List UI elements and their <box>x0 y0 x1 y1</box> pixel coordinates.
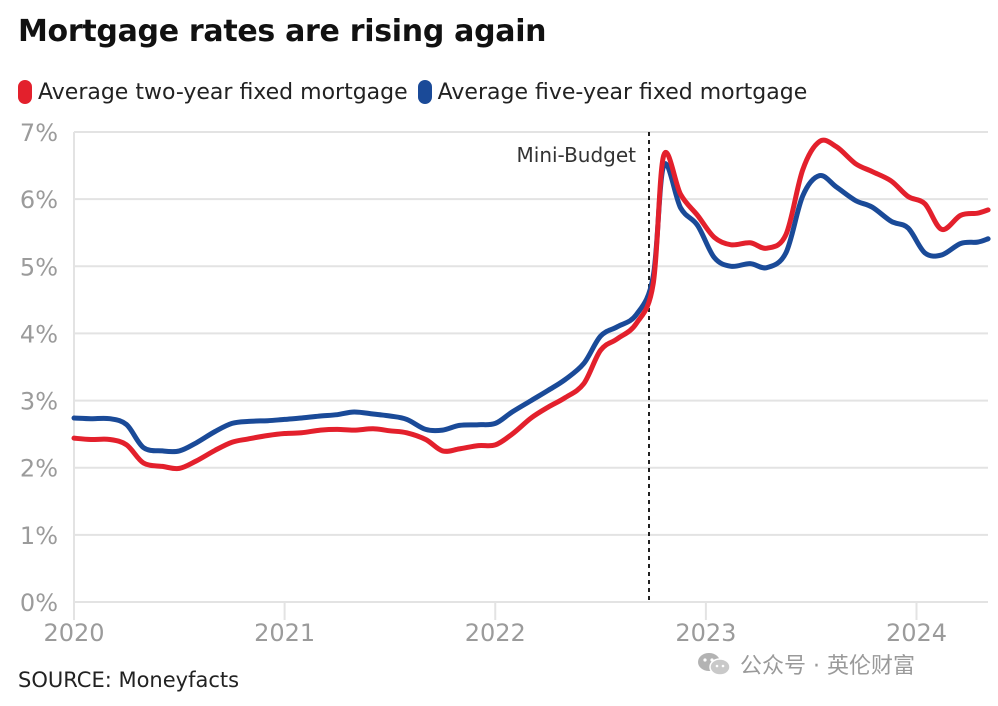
y-tick-label: 1% <box>20 522 58 550</box>
x-tick-label: 2022 <box>465 619 526 647</box>
watermark-text: 公众号 · 英伦财富 <box>740 654 915 679</box>
x-tick-label: 2024 <box>886 619 947 647</box>
y-tick-label: 5% <box>20 253 58 281</box>
chart-title: Mortgage rates are rising again <box>18 14 547 49</box>
legend-swatch-five-year <box>417 80 432 104</box>
legend-swatch-two-year <box>18 80 32 104</box>
y-tick-label: 4% <box>20 320 58 348</box>
series-line-two-year <box>71 137 991 472</box>
y-tick-label: 6% <box>20 186 58 214</box>
x-tick-label: 2023 <box>675 619 736 647</box>
series-line-five-year <box>71 161 991 455</box>
legend: Average two-year fixed mortgage Average … <box>18 75 817 109</box>
y-tick-label: 3% <box>20 388 58 416</box>
x-tick-label: 2020 <box>43 619 104 647</box>
legend-label-five-year: Average five-year fixed mortgage <box>437 79 808 105</box>
y-tick-label: 2% <box>20 455 58 483</box>
mini-budget-label: Mini-Budget <box>517 143 637 167</box>
legend-label-two-year: Average two-year fixed mortgage <box>38 79 408 105</box>
source-note: SOURCE: Moneyfacts <box>18 668 240 692</box>
legend-item-five-year: Average five-year fixed mortgage <box>417 79 808 105</box>
wechat-icon <box>698 653 731 676</box>
x-tick-label: 2021 <box>254 619 315 647</box>
y-tick-label: 7% <box>20 119 58 147</box>
y-tick-label: 0% <box>20 589 58 617</box>
legend-item-two-year: Average two-year fixed mortgage <box>18 80 408 105</box>
watermark: 公众号 · 英伦财富 <box>696 648 915 680</box>
